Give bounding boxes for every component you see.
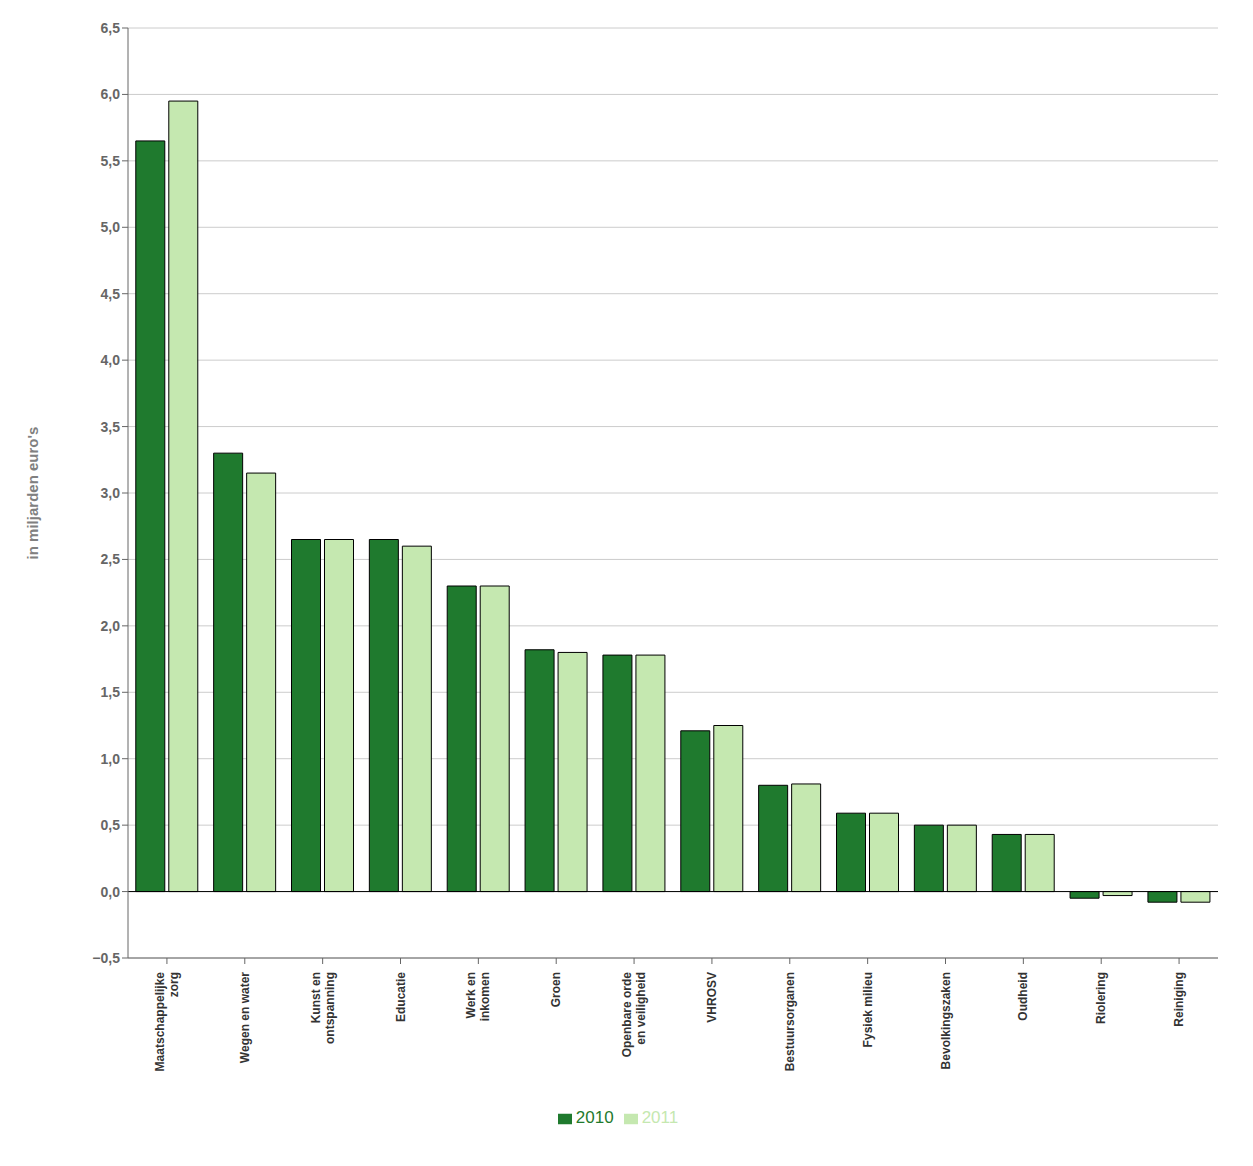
svg-text:Bevolkingszaken: Bevolkingszaken (939, 972, 953, 1069)
svg-text:4,0: 4,0 (101, 352, 121, 368)
svg-text:0,5: 0,5 (101, 817, 121, 833)
svg-text:6,5: 6,5 (101, 20, 121, 36)
svg-text:4,5: 4,5 (101, 286, 121, 302)
svg-text:Bestuursorganen: Bestuursorganen (783, 972, 797, 1071)
svg-text:2,0: 2,0 (101, 618, 121, 634)
svg-text:0,0: 0,0 (101, 884, 121, 900)
svg-text:5,5: 5,5 (101, 153, 121, 169)
html-text:2010: 2010 (575, 1108, 614, 1127)
svg-text:1,5: 1,5 (101, 684, 121, 700)
svg-text:5,0: 5,0 (101, 219, 121, 235)
svg-text:in miljarden euro's: in miljarden euro's (24, 427, 41, 560)
svg-text:Wegen en water: Wegen en water (238, 972, 252, 1063)
svg-text:Kunst enontspanning: Kunst enontspanning (309, 972, 337, 1044)
svg-text:Fysiek milieu: Fysiek milieu (861, 972, 875, 1047)
svg-text:3,0: 3,0 (101, 485, 121, 501)
svg-text:−0,5: −0,5 (92, 950, 120, 966)
html-text:2011: 2011 (641, 1108, 679, 1127)
svg-text:2,5: 2,5 (101, 551, 121, 567)
svg-text:3,5: 3,5 (101, 419, 121, 435)
svg-text:6,0: 6,0 (101, 86, 121, 102)
svg-text:Riolering: Riolering (1094, 972, 1108, 1024)
svg-text:Educatie: Educatie (394, 972, 408, 1022)
svg-text:Openbare ordeen veiligheid: Openbare ordeen veiligheid (620, 972, 648, 1058)
svg-text:Groen: Groen (549, 972, 563, 1007)
svg-text:VHROSV: VHROSV (705, 972, 719, 1023)
svg-text:Reiniging: Reiniging (1172, 972, 1186, 1027)
svg-text:Werk eninkomen: Werk eninkomen (464, 972, 492, 1021)
svg-text:Maatschappelijkezorg: Maatschappelijkezorg (153, 972, 181, 1072)
svg-text:1,0: 1,0 (101, 751, 121, 767)
svg-text:Oudheid: Oudheid (1016, 972, 1030, 1021)
